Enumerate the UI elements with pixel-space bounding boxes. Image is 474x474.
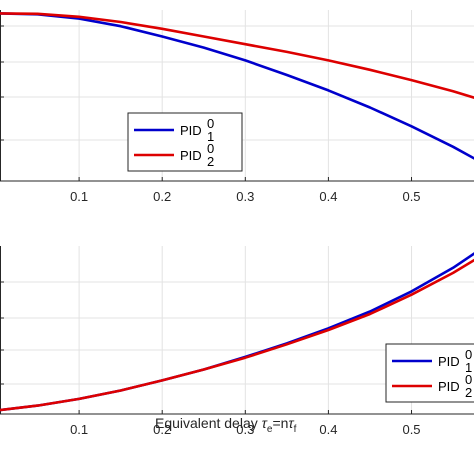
x-axis-label-part: Equivalent delay xyxy=(155,415,262,431)
series-line-2 xyxy=(0,12,474,100)
legend-subscript: 1 xyxy=(465,360,472,375)
x-axis-label-part: τ xyxy=(288,415,294,431)
legend-subscript: 1 xyxy=(207,129,214,144)
x-axis-label-part: =n xyxy=(272,415,288,431)
legend-box xyxy=(127,112,243,172)
x-tick-label: 0.3 xyxy=(236,422,254,437)
x-tick-label: 0.4 xyxy=(319,189,337,204)
legend-superscript: 0 xyxy=(465,372,472,387)
legend-superscript: 0 xyxy=(207,116,214,131)
series-line-2 xyxy=(0,258,474,412)
x-tick-label: 0.3 xyxy=(236,189,254,204)
legend-subscript: 2 xyxy=(207,154,214,169)
x-tick-label: 0.2 xyxy=(153,189,171,204)
x-tick-label: 0.1 xyxy=(70,422,88,437)
legend-label: PID xyxy=(438,379,460,394)
x-axis-label: Equivalent delay τe=nτf xyxy=(155,415,297,435)
x-tick-label: 0.1 xyxy=(70,189,88,204)
x-tick-label: 0.5 xyxy=(402,422,420,437)
legend-label: PID xyxy=(180,123,202,138)
legend-superscript: 0 xyxy=(207,141,214,156)
x-axis-label-part: e xyxy=(267,424,273,435)
legend-superscript: 0 xyxy=(465,347,472,362)
series-line-1 xyxy=(0,12,474,160)
legend-label: PID xyxy=(438,354,460,369)
legend-box xyxy=(385,343,474,403)
x-tick-label: 0.2 xyxy=(153,422,171,437)
legend-subscript: 2 xyxy=(465,385,472,400)
legend-label: PID xyxy=(180,148,202,163)
x-tick-label: 0.4 xyxy=(319,422,337,437)
x-axis-label-part: f xyxy=(294,424,297,435)
x-tick-label: 0.5 xyxy=(402,189,420,204)
x-axis-label-part: τ xyxy=(262,415,268,431)
